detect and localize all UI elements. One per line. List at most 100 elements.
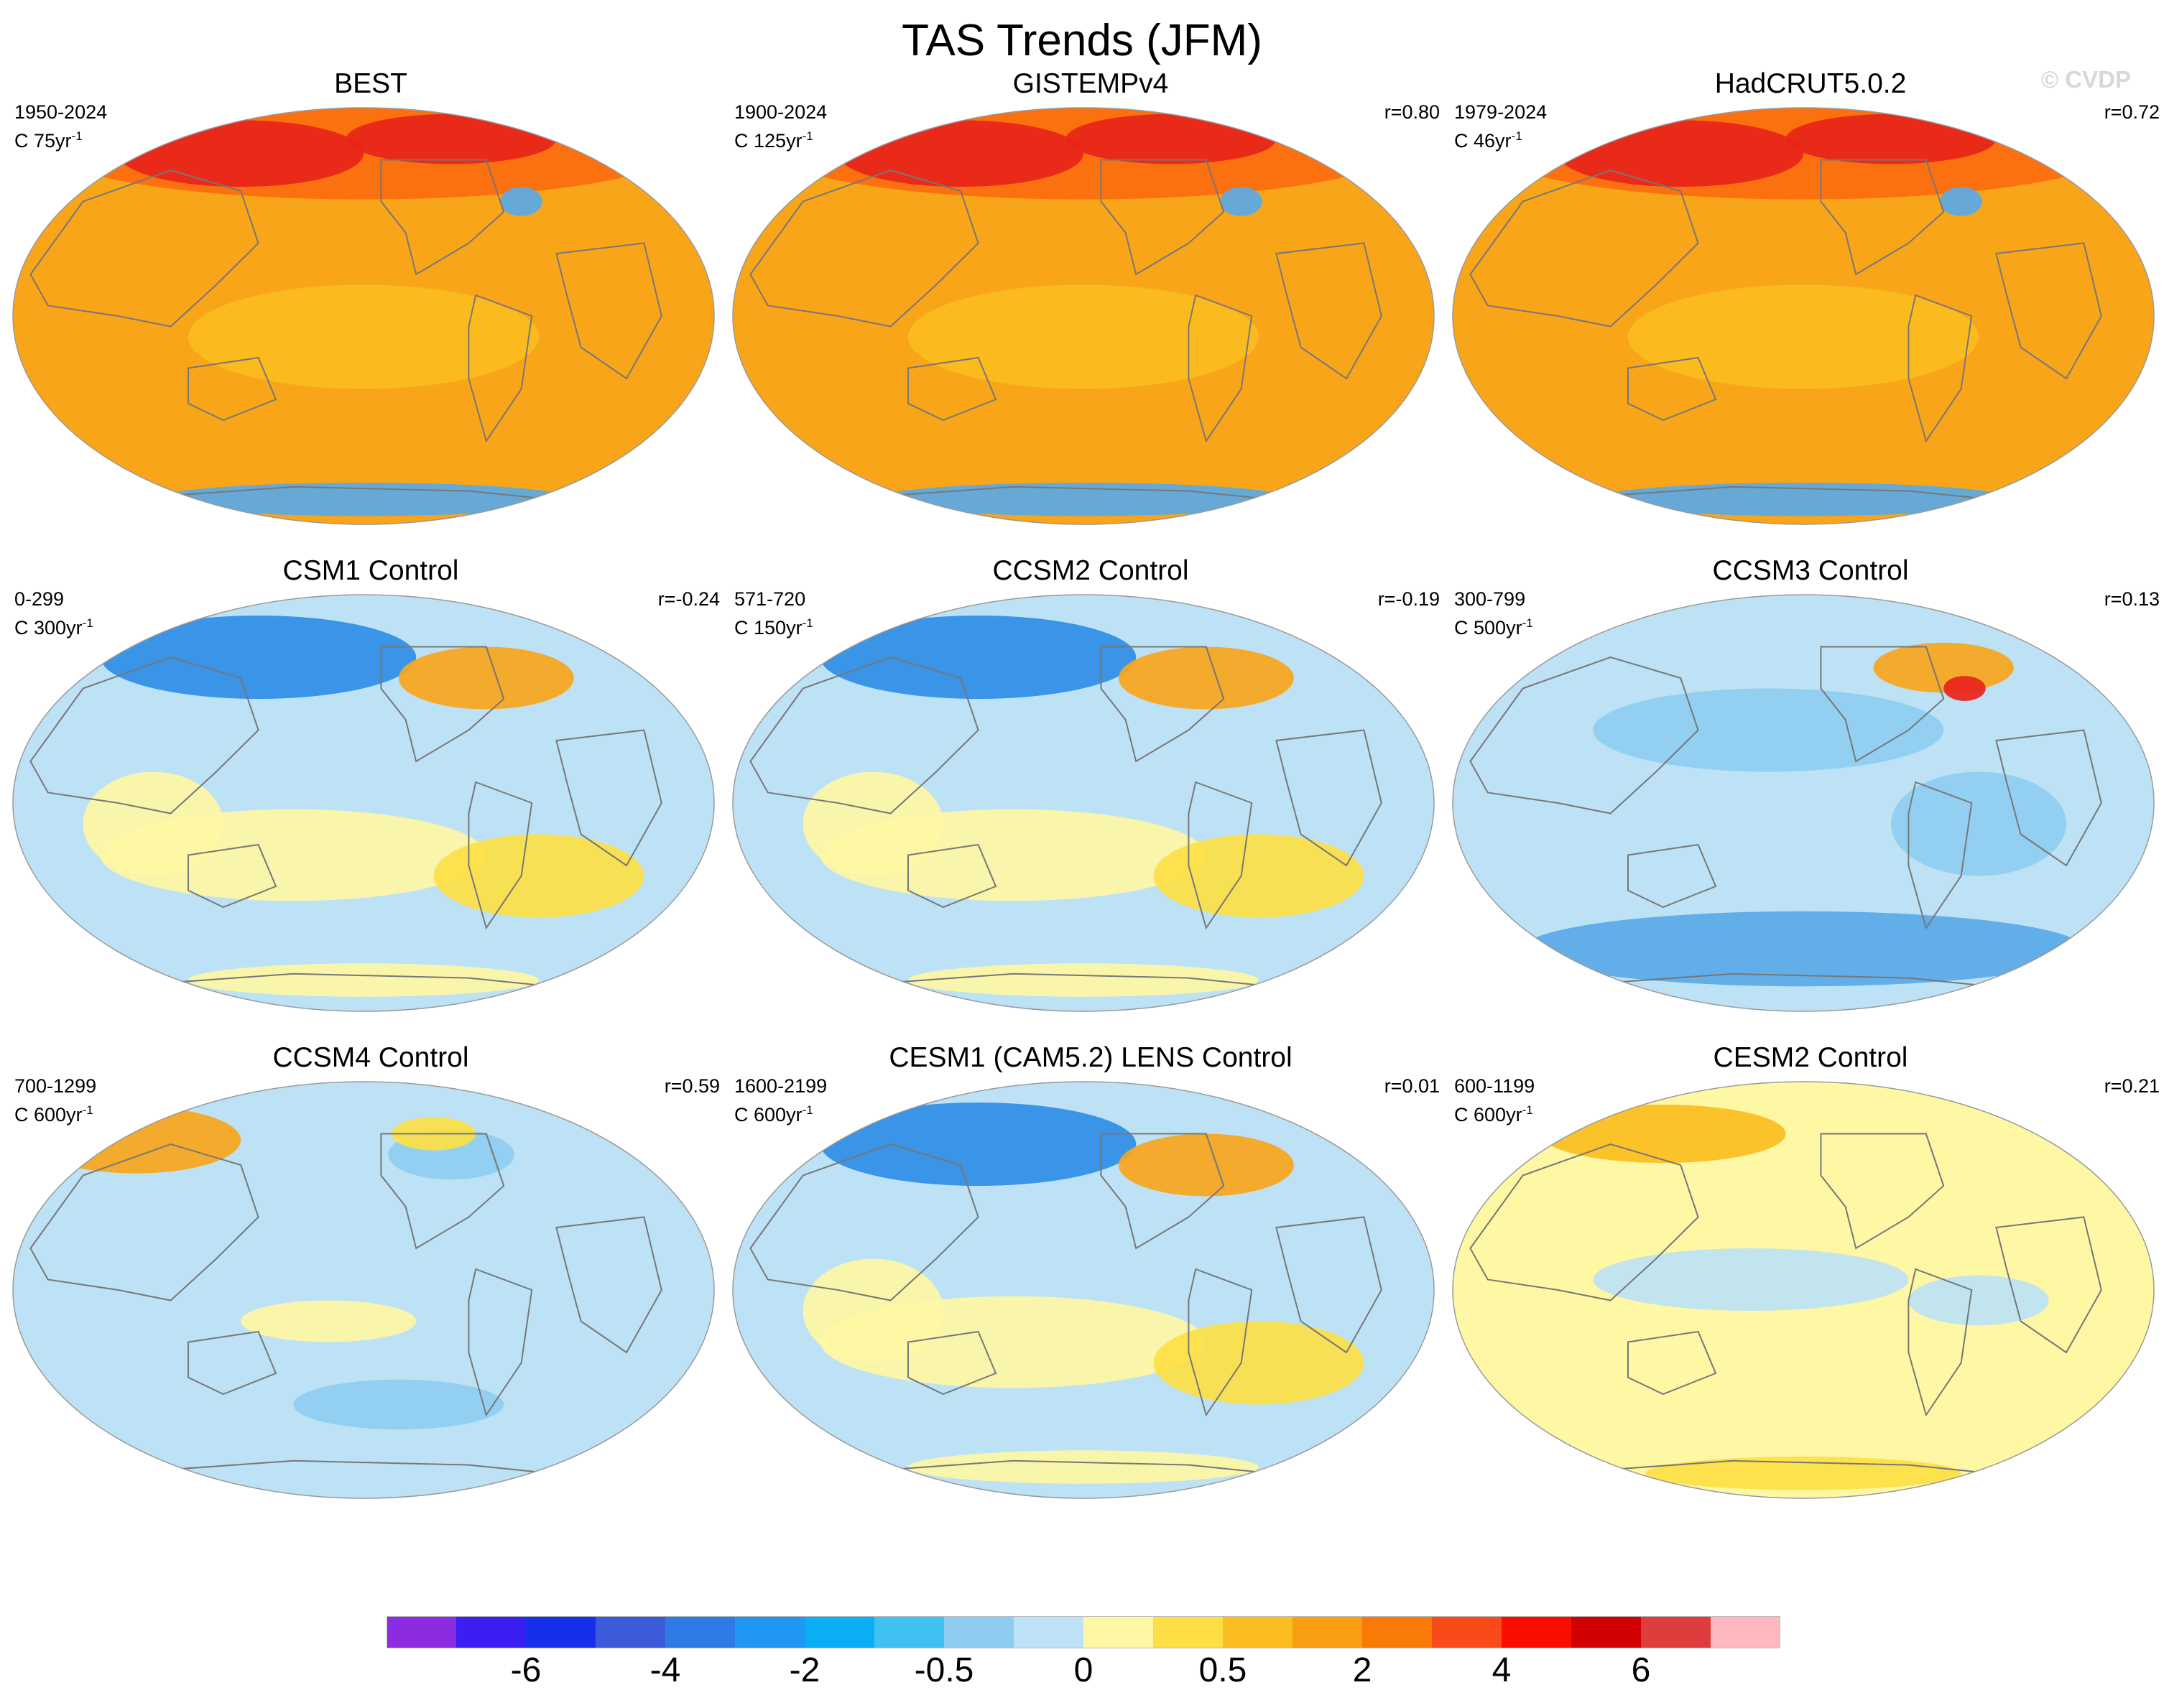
anomaly-region [1593, 483, 2014, 516]
coastline [29, 1143, 259, 1301]
units-value: 75yr [34, 130, 72, 152]
panel-period: 700-1299 [14, 1075, 97, 1097]
units-exponent: -1 [82, 616, 93, 630]
trend-field [1453, 108, 2154, 524]
units-value: 125yr [754, 130, 803, 152]
panel-correlation: r=0.59 [664, 1075, 720, 1097]
panel-title: BEST [334, 68, 407, 99]
anomaly-region [1522, 911, 2084, 987]
panel-period: 1979-2024 [1454, 101, 1548, 123]
coastline [555, 729, 662, 867]
coastline [1908, 1268, 1973, 1417]
anomaly-region [873, 483, 1294, 516]
map-panel: CCSM3 Control 300-799 C 500yr-1 r=0.13 [1451, 555, 2164, 1054]
units-value: 600yr [754, 1104, 803, 1125]
coastline [1820, 1133, 1945, 1250]
colorbar-swatch [1502, 1616, 1571, 1648]
map-outline [1452, 107, 2155, 525]
panel-metadata: 1979-2024 C 46yr-1 [1454, 101, 1547, 153]
colorbar-swatch [665, 1616, 735, 1648]
coastline [29, 169, 259, 328]
colorbar-tick-label: 0.5 [1198, 1651, 1247, 1689]
anomaly-region [1593, 1248, 1909, 1311]
units-value: 300yr [34, 617, 83, 639]
map-panel: CSM1 Control 0-299 C 300yr-1 r=-0.24 [11, 555, 730, 1054]
map-svg [1452, 107, 2155, 525]
coastline [188, 356, 277, 422]
map-svg [1452, 1081, 2155, 1499]
units-exponent: -1 [802, 616, 813, 630]
coastline [555, 242, 662, 380]
anomaly-region [30, 1106, 241, 1174]
trend-field [733, 1082, 1434, 1498]
anomaly-region [1065, 113, 1277, 164]
coastline [838, 1459, 1312, 1478]
coastline [907, 1330, 997, 1396]
panel-correlation: r=-0.24 [657, 588, 720, 610]
anomaly-region [803, 771, 943, 876]
anomaly-region [500, 187, 542, 216]
coastline [1995, 729, 2102, 867]
panel-title: HadCRUT5.0.2 [1714, 68, 1907, 99]
coastline [1275, 729, 1382, 867]
panel-title: GISTEMPv4 [1012, 68, 1169, 99]
units-prefix: C [14, 617, 29, 639]
map-panel: BEST 1950-2024 C 75yr-1 [11, 68, 730, 567]
coastline [468, 294, 533, 443]
coastline [468, 1268, 533, 1417]
anomaly-region [1943, 676, 1986, 701]
coastline [118, 973, 592, 991]
anomaly-region [1785, 113, 1997, 164]
coastline [1995, 242, 2102, 380]
panel-period: 1950-2024 [14, 101, 108, 123]
map-outline [732, 594, 1435, 1012]
anomaly-region [1940, 187, 1982, 216]
coastline [1558, 1459, 2032, 1478]
panel-correlation: r=0.80 [1384, 101, 1440, 123]
panel-correlation: r=0.72 [2104, 101, 2160, 123]
panel-period: 571-720 [734, 588, 806, 610]
anomaly-region [153, 483, 574, 516]
anomaly-region [908, 963, 1259, 997]
panel-correlation: r=0.13 [2104, 588, 2160, 610]
anomaly-region [188, 963, 539, 997]
colorbar-swatch [1153, 1616, 1223, 1648]
anomaly-region [1873, 642, 2014, 693]
panel-title: CSM1 Control [282, 555, 459, 586]
units-prefix: C [1454, 1104, 1469, 1125]
map-outline [1452, 1081, 2155, 1499]
map-svg [12, 594, 715, 1012]
anomaly-region [188, 284, 539, 389]
map-outline [12, 107, 715, 525]
map-panel: CCSM4 Control 700-1299 C 600yr-1 r=0.59 [11, 1042, 730, 1541]
units-value: 46yr [1474, 130, 1512, 152]
trend-field [1453, 595, 2154, 1011]
watermark: © CVDP [2040, 66, 2131, 93]
units-exponent: -1 [1522, 1103, 1533, 1117]
units-value: 600yr [1474, 1104, 1522, 1125]
panel-metadata: 1950-2024 C 75yr-1 [14, 101, 107, 153]
trend-field [13, 1082, 714, 1498]
coastline [1995, 1216, 2102, 1354]
panel-metadata: 700-1299 C 600yr-1 [14, 1075, 96, 1127]
coastline [1820, 159, 1945, 276]
units-exponent: -1 [71, 129, 83, 143]
anomaly-region [1153, 1321, 1364, 1405]
coastline [380, 646, 505, 763]
panel-correlation: r=0.01 [1384, 1075, 1440, 1097]
colorbar-swatch [596, 1616, 665, 1648]
colorbar-swatch [456, 1616, 526, 1648]
coastline [1820, 646, 1945, 763]
panel-metadata: 0-299 C 300yr-1 [14, 588, 93, 640]
colorbar-swatch [1432, 1616, 1502, 1648]
coastline [1469, 1143, 1699, 1301]
coastline [1627, 1330, 1717, 1396]
coastline [1558, 973, 2032, 991]
coastline [838, 486, 1312, 504]
coastline [555, 1216, 662, 1354]
colorbar-swatch [1223, 1616, 1293, 1648]
coastline [188, 843, 277, 909]
page-title: TAS Trends (JFM) [902, 16, 1262, 65]
map-outline [12, 1081, 715, 1499]
map-panel: HadCRUT5.0.2 1979-2024 C 46yr-1 r=0.72 [1451, 68, 2164, 567]
